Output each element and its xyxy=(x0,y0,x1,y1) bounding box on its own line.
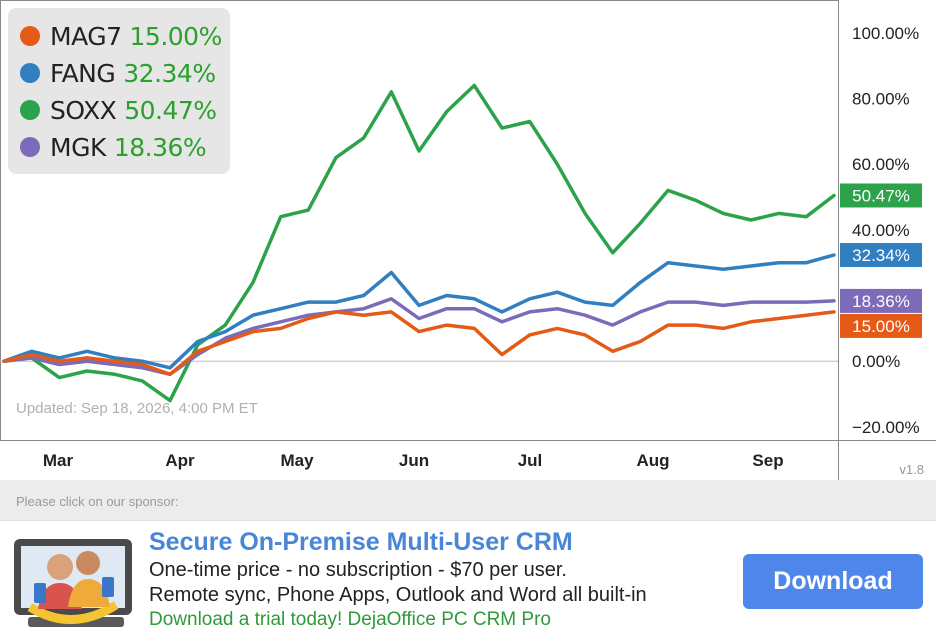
x-tick-label: May xyxy=(280,451,314,470)
legend-value: 32.34% xyxy=(123,58,216,88)
chart-area: 100.00%80.00%60.00%40.00%20.00%0.00%−20.… xyxy=(0,0,936,480)
legend-value: 18.36% xyxy=(113,132,207,162)
updated-timestamp: Updated: Sep 18, 2026, 4:00 PM ET xyxy=(16,400,258,417)
y-tick-label: −20.00% xyxy=(852,418,920,437)
end-label-soxx: 50.47% xyxy=(852,186,910,205)
end-label-badge xyxy=(840,243,922,268)
y-tick-label: 60.00% xyxy=(852,155,910,174)
y-tick-label: 40.00% xyxy=(852,221,910,240)
mgk-dot-icon xyxy=(20,137,40,157)
legend-name: FANG xyxy=(50,58,116,88)
mag7-dot-icon xyxy=(20,26,40,46)
y-tick-label: 80.00% xyxy=(852,90,910,109)
end-label-badge xyxy=(840,183,922,208)
ad-headline[interactable]: Secure On-Premise Multi-User CRM xyxy=(149,528,573,556)
x-tick-label: Apr xyxy=(165,451,195,470)
x-tick-label: Aug xyxy=(636,451,669,470)
series-line-mgk[interactable] xyxy=(2,297,836,377)
performance-chart: 100.00%80.00%60.00%40.00%20.00%0.00%−20.… xyxy=(0,0,936,480)
fang-dot-icon xyxy=(20,63,40,83)
legend-name: MAG7 xyxy=(50,21,122,51)
series-line-fang[interactable] xyxy=(2,253,836,370)
legend-value: 15.00% xyxy=(129,21,223,51)
legend-item-mag7[interactable]: MAG7 15.00% xyxy=(20,18,222,54)
end-label-fang: 32.34% xyxy=(852,246,910,265)
y-tick-label: 0.00% xyxy=(852,352,900,371)
legend-item-mgk[interactable]: MGK 18.36% xyxy=(20,129,207,165)
y-tick-label: 100.00% xyxy=(852,24,919,43)
end-label-mag7: 15.00% xyxy=(852,317,910,336)
crm-users-icon[interactable] xyxy=(12,537,134,637)
series-line-soxx[interactable] xyxy=(2,83,836,403)
end-label-badge xyxy=(840,313,922,338)
legend-value: 50.47% xyxy=(124,95,217,125)
legend-name: SOXX xyxy=(50,95,117,125)
download-button[interactable]: Download xyxy=(743,554,923,609)
ad-description-line: Remote sync, Phone Apps, Outlook and Wor… xyxy=(149,584,647,606)
sponsor-ad[interactable]: Secure On-Premise Multi-User CRM One-tim… xyxy=(0,520,936,641)
x-tick-label: Sep xyxy=(752,451,783,470)
legend-item-soxx[interactable]: SOXX 50.47% xyxy=(20,92,217,128)
sponsor-note: Please click on our sponsor: xyxy=(16,494,179,509)
legend-name: MGK xyxy=(50,132,106,162)
sponsor-section: Please click on our sponsor: Secure On-P… xyxy=(0,480,936,641)
version-label: v1.8 xyxy=(899,462,924,477)
x-tick-label: Jun xyxy=(399,451,429,470)
legend: MAG7 15.00% FANG 32.34% SOXX 50.47% MGK … xyxy=(8,8,230,174)
ad-description-line: One-time price - no subscription - $70 p… xyxy=(149,559,567,581)
x-tick-label: Mar xyxy=(43,451,74,470)
soxx-dot-icon xyxy=(20,100,40,120)
ad-call-to-action[interactable]: Download a trial today! DejaOffice PC CR… xyxy=(149,609,551,630)
end-label-badge xyxy=(840,288,922,313)
x-tick-label: Jul xyxy=(518,451,543,470)
legend-item-fang[interactable]: FANG 32.34% xyxy=(20,55,216,91)
end-label-mgk: 18.36% xyxy=(852,292,910,311)
series-line-mag7[interactable] xyxy=(2,310,836,377)
